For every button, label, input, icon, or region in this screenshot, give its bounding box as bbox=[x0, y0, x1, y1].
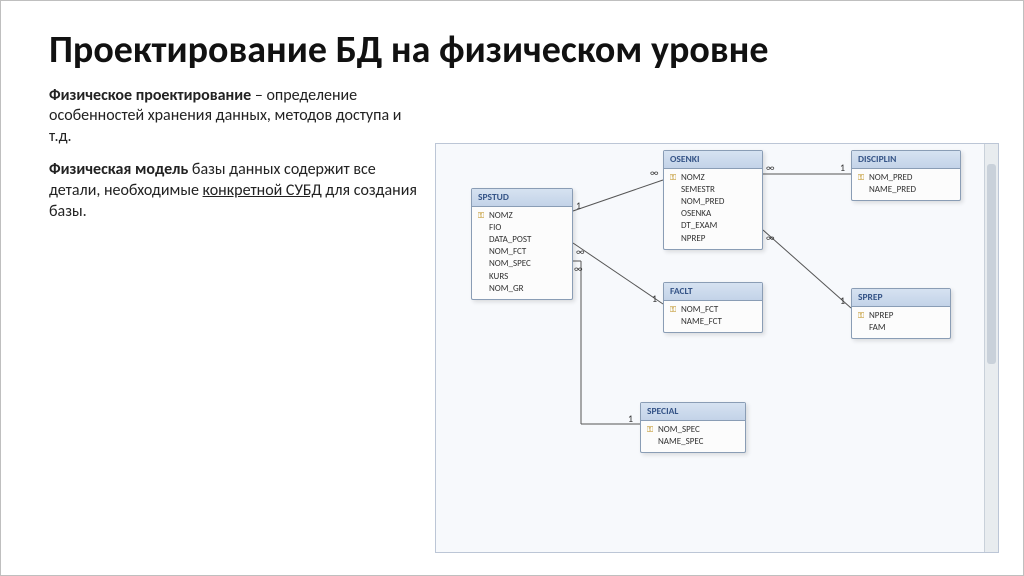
cardinality-label: 1 bbox=[840, 294, 845, 307]
table-disciplin[interactable]: DISCIPLIN⚿NOM_PREDNAME_PRED bbox=[851, 150, 961, 201]
cardinality-label: 1 bbox=[628, 412, 633, 425]
table-field: NOM_FCT bbox=[478, 246, 566, 258]
field-name: DATA_POST bbox=[489, 234, 531, 246]
db-diagram: SPSTUD⚿NOMZFIODATA_POSTNOM_FCTNOM_SPECKU… bbox=[435, 143, 999, 553]
table-fields: ⚿NOM_FCTNAME_FCT bbox=[664, 301, 762, 332]
table-header: DISCIPLIN bbox=[852, 151, 960, 169]
cardinality-label: 1 bbox=[652, 292, 657, 305]
field-name: NPREP bbox=[869, 310, 893, 322]
table-field: DATA_POST bbox=[478, 234, 566, 246]
key-icon: ⚿ bbox=[670, 174, 678, 182]
field-name: NOM_PRED bbox=[869, 172, 912, 184]
key-icon: ⚿ bbox=[647, 426, 655, 434]
table-field: NAME_SPEC bbox=[647, 436, 739, 448]
cardinality-label: ∞ bbox=[650, 166, 659, 179]
table-field: FAM bbox=[858, 322, 944, 334]
table-faclt[interactable]: FACLT⚿NOM_FCTNAME_FCT bbox=[663, 282, 763, 333]
table-fields: ⚿NOM_SPECNAME_SPEC bbox=[641, 421, 745, 452]
field-name: NOMZ bbox=[681, 172, 705, 184]
table-header: SPECIAL bbox=[641, 403, 745, 421]
cardinality-label: 1 bbox=[576, 199, 581, 212]
p1-bold: Физическое проектирование bbox=[49, 86, 251, 105]
field-name: NOMZ bbox=[489, 210, 513, 222]
p2-underline: конкретной СУБД bbox=[203, 181, 322, 200]
cardinality-label: ∞ bbox=[574, 262, 583, 275]
table-sprep[interactable]: SPREP⚿NPREPFAM bbox=[851, 288, 951, 339]
key-icon: ⚿ bbox=[858, 174, 866, 182]
paragraph-1: Физическое проектирование – определение … bbox=[49, 86, 419, 148]
table-header: FACLT bbox=[664, 283, 762, 301]
field-name: SEMESTR bbox=[681, 184, 715, 196]
table-field: NOM_GR bbox=[478, 283, 566, 295]
field-name: DT_EXAM bbox=[681, 220, 717, 232]
table-field: ⚿NOMZ bbox=[478, 210, 566, 222]
slide: Проектирование БД на физическом уровне Ф… bbox=[0, 0, 1024, 576]
key-icon: ⚿ bbox=[670, 306, 678, 314]
field-name: NOM_SPEC bbox=[658, 424, 700, 436]
table-field: NOM_SPEC bbox=[478, 258, 566, 270]
key-icon: ⚿ bbox=[858, 312, 866, 320]
paragraph-2: Физическая модель базы данных содержит в… bbox=[49, 160, 419, 222]
table-field: SEMESTR bbox=[670, 184, 756, 196]
field-name: NOM_FCT bbox=[681, 304, 718, 316]
table-fields: ⚿NOMZSEMESTRNOM_PREDOSENKADT_EXAMNPREP bbox=[664, 169, 762, 249]
table-header: SPREP bbox=[852, 289, 950, 307]
field-name: NOM_GR bbox=[489, 283, 524, 295]
field-name: NAME_SPEC bbox=[658, 436, 703, 448]
scrollbar-thumb[interactable] bbox=[987, 164, 996, 364]
field-name: NOM_PRED bbox=[681, 196, 724, 208]
table-fields: ⚿NPREPFAM bbox=[852, 307, 950, 338]
cardinality-label: 1 bbox=[840, 161, 845, 174]
field-name: NOM_FCT bbox=[489, 246, 526, 258]
table-field: ⚿NOM_SPEC bbox=[647, 424, 739, 436]
table-spstud[interactable]: SPSTUD⚿NOMZFIODATA_POSTNOM_FCTNOM_SPECKU… bbox=[471, 188, 573, 300]
table-field: ⚿NOM_FCT bbox=[670, 304, 756, 316]
table-field: NAME_FCT bbox=[670, 316, 756, 328]
table-field: NAME_PRED bbox=[858, 184, 954, 196]
field-name: NAME_PRED bbox=[869, 184, 916, 196]
field-name: KURS bbox=[489, 271, 508, 283]
table-field: NOM_PRED bbox=[670, 196, 756, 208]
table-field: KURS bbox=[478, 271, 566, 283]
body-text: Физическое проектирование – определение … bbox=[49, 86, 419, 223]
table-special[interactable]: SPECIAL⚿NOM_SPECNAME_SPEC bbox=[640, 402, 746, 453]
table-field: ⚿NOM_PRED bbox=[858, 172, 954, 184]
table-field: NPREP bbox=[670, 233, 756, 245]
table-field: ⚿NPREP bbox=[858, 310, 944, 322]
table-field: ⚿NOMZ bbox=[670, 172, 756, 184]
field-name: FAM bbox=[869, 322, 886, 334]
slide-title: Проектирование БД на физическом уровне bbox=[49, 29, 975, 72]
p2-bold: Физическая модель bbox=[49, 160, 188, 179]
field-name: NOM_SPEC bbox=[489, 258, 531, 270]
table-field: OSENKA bbox=[670, 208, 756, 220]
table-field: DT_EXAM bbox=[670, 220, 756, 232]
key-icon: ⚿ bbox=[478, 212, 486, 220]
field-name: NAME_FCT bbox=[681, 316, 722, 328]
field-name: FIO bbox=[489, 222, 501, 234]
table-header: SPSTUD bbox=[472, 189, 572, 207]
cardinality-label: ∞ bbox=[766, 231, 775, 244]
table-field: FIO bbox=[478, 222, 566, 234]
field-name: OSENKA bbox=[681, 208, 711, 220]
table-fields: ⚿NOM_PREDNAME_PRED bbox=[852, 169, 960, 200]
table-osenki[interactable]: OSENKI⚿NOMZSEMESTRNOM_PREDOSENKADT_EXAMN… bbox=[663, 150, 763, 250]
cardinality-label: ∞ bbox=[766, 161, 775, 174]
table-header: OSENKI bbox=[664, 151, 762, 169]
table-fields: ⚿NOMZFIODATA_POSTNOM_FCTNOM_SPECKURSNOM_… bbox=[472, 207, 572, 299]
field-name: NPREP bbox=[681, 233, 705, 245]
diagram-scrollbar[interactable] bbox=[984, 144, 998, 552]
cardinality-label: ∞ bbox=[576, 245, 585, 258]
